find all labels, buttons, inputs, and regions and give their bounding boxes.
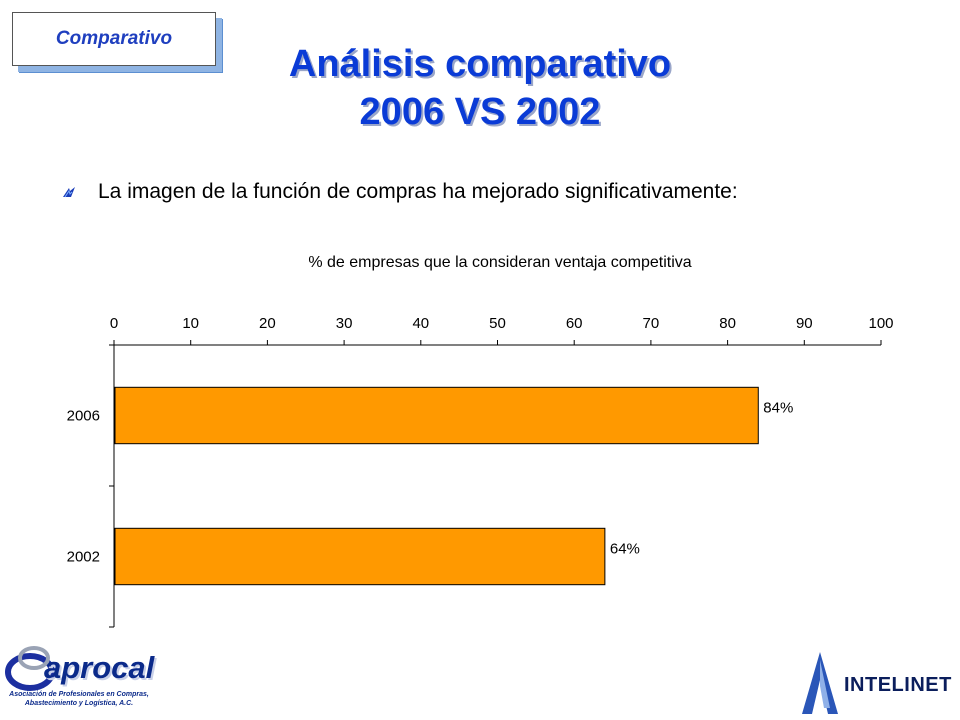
chart-title: % de empresas que la consideran ventaja … bbox=[308, 254, 692, 271]
aprocal-subtitle-line1: Asociación de Profesionales en Compras, bbox=[9, 691, 149, 698]
y-category-label: 2002 bbox=[67, 549, 100, 566]
aprocal-logo: aprocal Asociación de Profesionales en C… bbox=[4, 636, 154, 716]
bullet-item: La imagen de la función de compras ha me… bbox=[62, 174, 738, 210]
bar-data-label: 64% bbox=[610, 541, 640, 558]
bar bbox=[114, 386, 759, 445]
aprocal-logo-text: aprocal bbox=[44, 650, 155, 685]
x-tick-label: 80 bbox=[719, 315, 736, 332]
x-tick-label: 50 bbox=[489, 315, 506, 332]
section-tag-label: Comparativo bbox=[55, 28, 173, 49]
bullet-text: La imagen de la función de compras ha me… bbox=[98, 180, 738, 203]
x-tick-label: 30 bbox=[336, 315, 353, 332]
x-tick-label: 90 bbox=[796, 315, 813, 332]
intelinet-emblem-icon bbox=[802, 652, 838, 714]
aprocal-swirl-icon bbox=[5, 646, 55, 691]
page-title-line2: 2006 VS 2002 bbox=[359, 91, 601, 133]
x-tick-label: 100 bbox=[868, 315, 893, 332]
y-category-label: 2006 bbox=[67, 408, 100, 425]
x-tick-label: 10 bbox=[182, 315, 199, 332]
page-title: Análisis comparativo 2006 VS 2002 bbox=[200, 40, 760, 136]
x-tick-label: 70 bbox=[643, 315, 660, 332]
x-tick-label: 20 bbox=[259, 315, 276, 332]
aprocal-subtitle-line2: Abastecimiento y Logística, A.C. bbox=[24, 700, 134, 707]
bar bbox=[114, 527, 606, 586]
x-tick-label: 60 bbox=[566, 315, 583, 332]
section-tag: Comparativo bbox=[12, 12, 216, 66]
bullet-arrow-icon bbox=[62, 185, 76, 199]
intelinet-logo: INTELINET bbox=[796, 650, 960, 718]
x-tick-label: 0 bbox=[110, 315, 118, 332]
page-title-line1: Análisis comparativo bbox=[288, 43, 672, 85]
intelinet-logo-text: INTELINET bbox=[844, 674, 952, 696]
x-tick-label: 40 bbox=[412, 315, 429, 332]
bar-data-label: 84% bbox=[763, 400, 793, 417]
aprocal-logo-subtitle: Asociación de Profesionales en Compras, … bbox=[4, 690, 154, 708]
